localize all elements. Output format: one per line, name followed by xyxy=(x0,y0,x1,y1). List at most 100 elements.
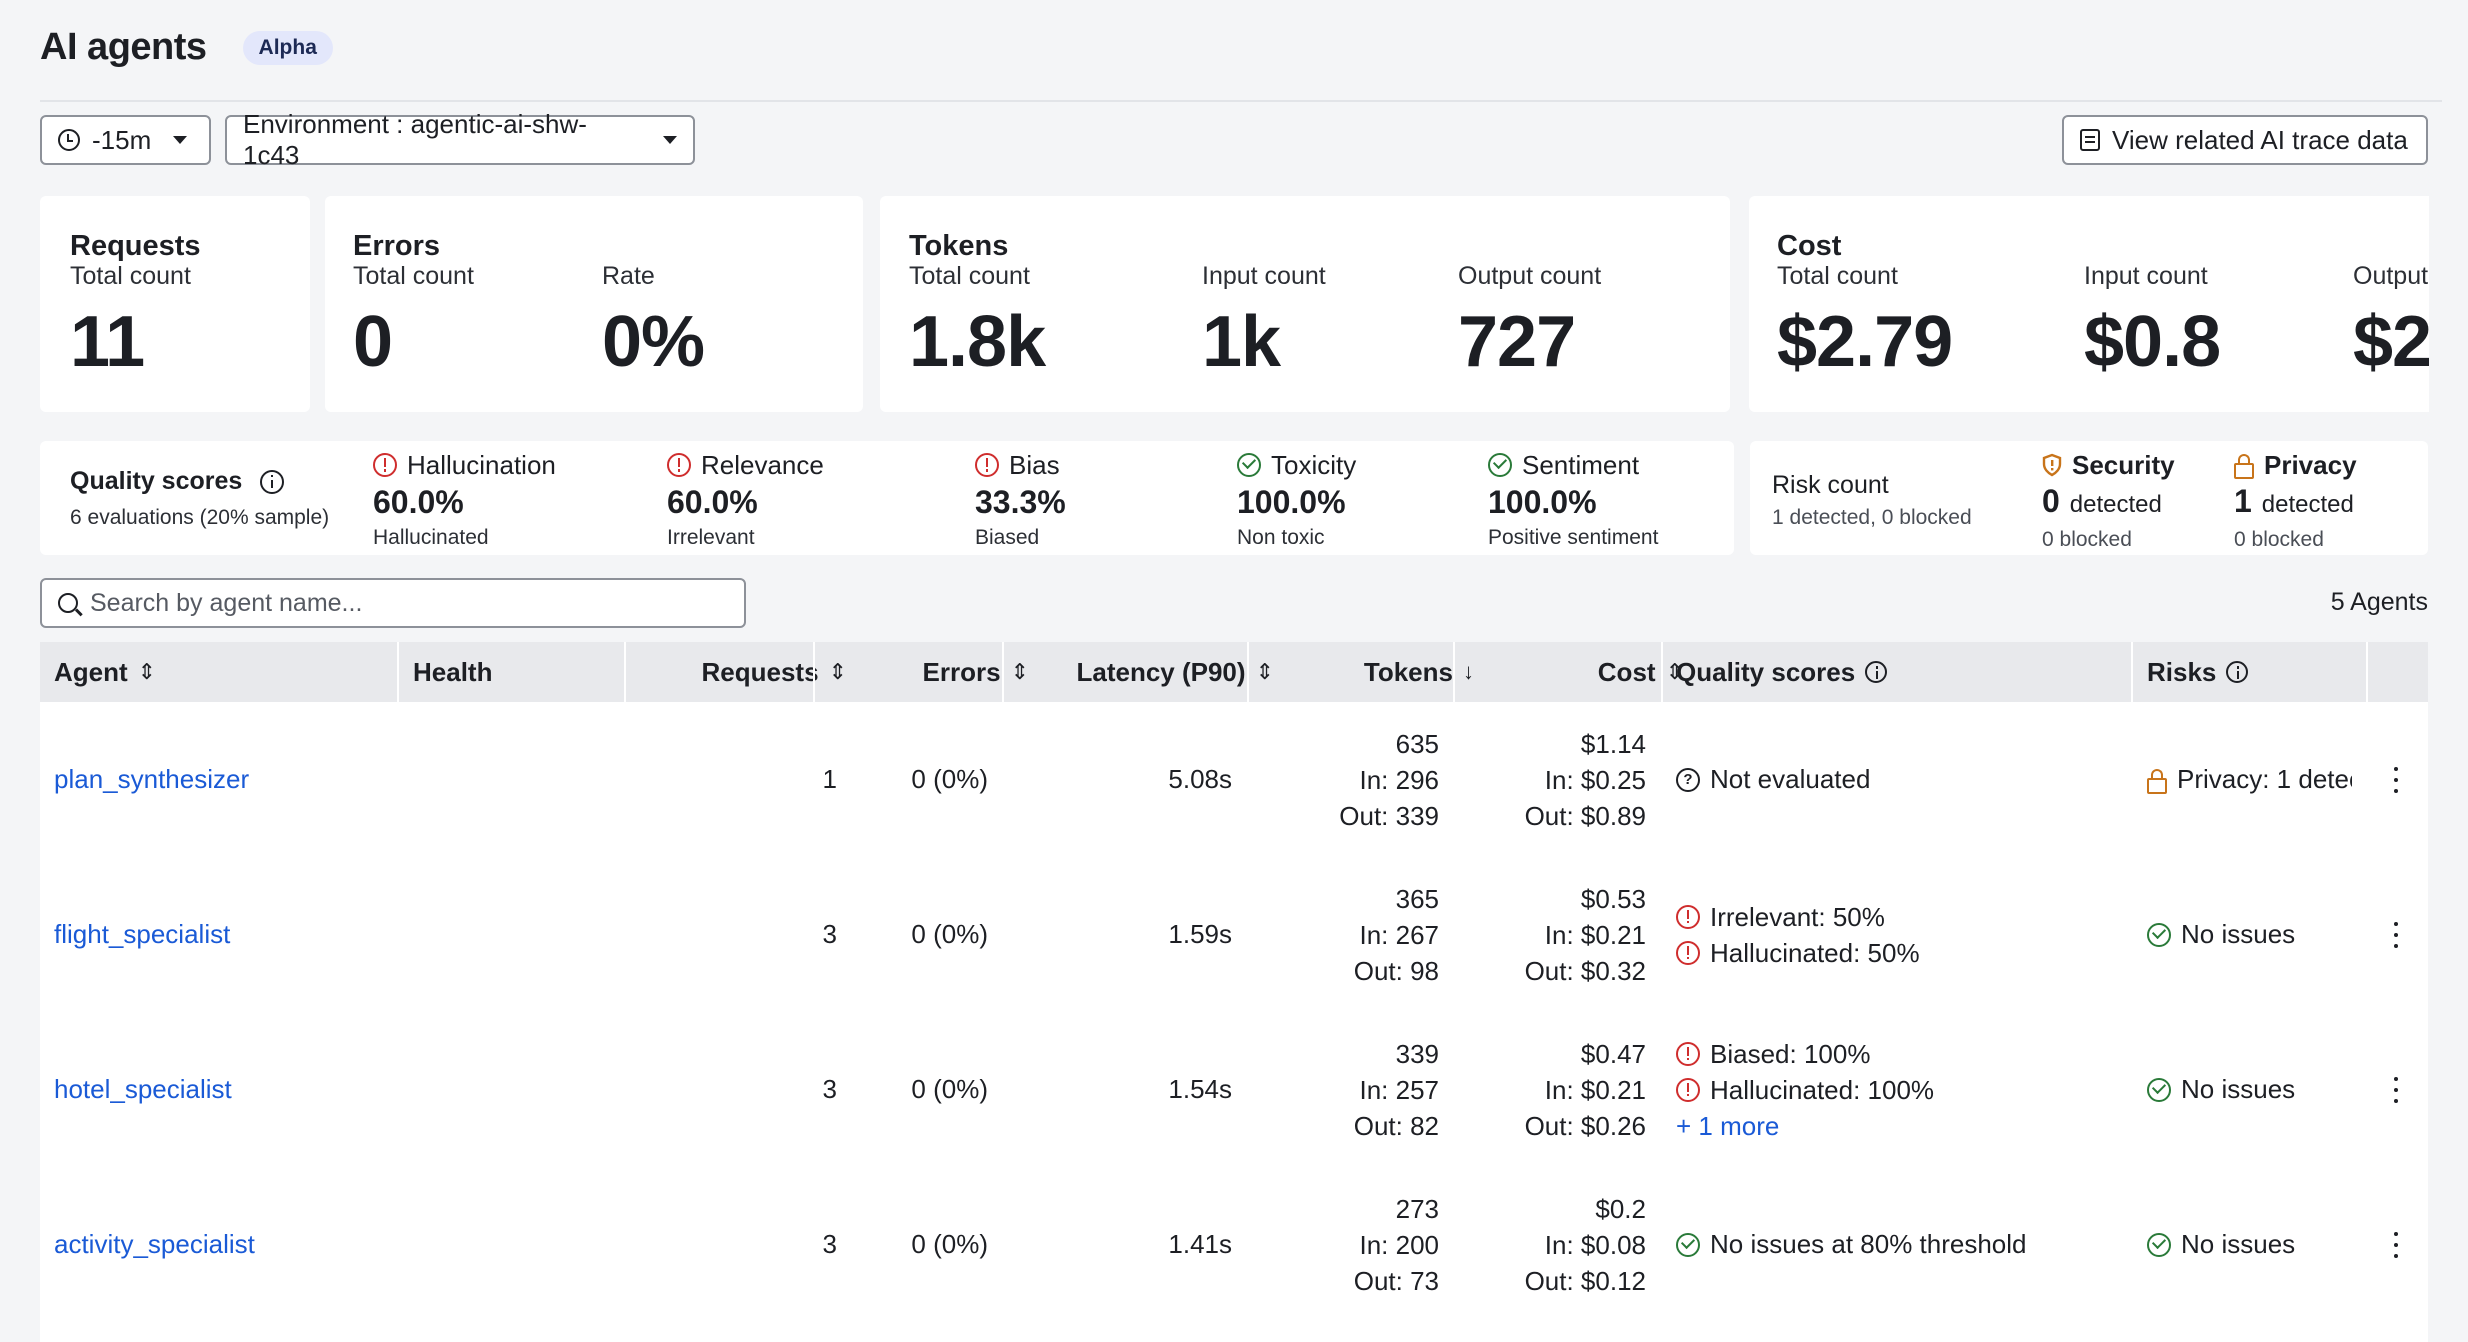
agent-name[interactable]: activity_specialist xyxy=(54,1229,255,1259)
cost-total: $0.47 xyxy=(1580,1038,1646,1069)
agent-name[interactable]: flight_specialist xyxy=(54,919,231,949)
column-cost[interactable]: Cost ⇕ xyxy=(1453,642,1684,702)
tokens-cell: 635 In: 296 Out: 339 xyxy=(1247,702,1439,857)
header-divider xyxy=(40,100,2442,102)
sort-icon: ⇕ xyxy=(828,659,847,684)
privacy-count-value: 1 xyxy=(2234,483,2252,519)
relevance-name: Relevance xyxy=(701,449,824,480)
table-body-background xyxy=(40,702,2428,1342)
tokens-output-value: 727 xyxy=(1458,302,1576,382)
errors-rate-value: 0% xyxy=(602,302,705,382)
column-tokens[interactable]: Tokens ↓ xyxy=(1247,642,1474,702)
agent-name[interactable]: hotel_specialist xyxy=(54,1074,232,1104)
sentiment-value: 100.0% xyxy=(1488,484,1597,520)
requests-card: Requests Total count 11 xyxy=(40,196,310,412)
more-vertical-icon xyxy=(2393,921,2399,948)
tokens-total-label: Total count xyxy=(909,262,1030,290)
warning-icon xyxy=(1676,1077,1700,1102)
security-name: Security xyxy=(2072,449,2175,480)
column-errors-label: Errors xyxy=(922,656,1001,687)
table-header: Agent ⇕ Health Requests ⇕ Errors ⇕ Laten… xyxy=(40,642,2428,702)
agent-link[interactable]: plan_synthesizer xyxy=(54,702,249,857)
quality-cell: Biased: 100% Hallucinated: 100% + 1 more xyxy=(1676,1012,1934,1167)
cost-input-label: Input count xyxy=(2084,262,2208,290)
agent-link[interactable]: activity_specialist xyxy=(54,1167,255,1322)
environment-dropdown[interactable]: Environment : agentic-ai-shw-1c43 xyxy=(225,109,695,170)
risk-count-card: Risk count 1 detected, 0 blocked Securit… xyxy=(1750,441,2428,555)
quality-cell: ? Not evaluated xyxy=(1676,702,1870,857)
sort-icon: ⇕ xyxy=(1255,659,1274,684)
page-header: AI agents Alpha xyxy=(40,26,333,69)
relevance-sub: Irrelevant xyxy=(667,526,755,549)
bias-header: Bias xyxy=(975,445,1060,485)
column-health-label: Health xyxy=(413,656,493,687)
view-trace-data-button[interactable]: View related AI trace data xyxy=(2062,115,2428,165)
privacy-header: Privacy xyxy=(2234,445,2357,485)
quality-status: Hallucinated: 50% xyxy=(1710,937,1920,968)
column-divider xyxy=(813,642,815,702)
agent-search-box[interactable] xyxy=(40,578,746,628)
quality-status: Hallucinated: 100% xyxy=(1710,1074,1935,1105)
relevance-value: 60.0% xyxy=(667,484,758,520)
column-requests[interactable]: Requests ⇕ xyxy=(624,642,847,702)
tokens-output: Out: 339 xyxy=(1339,800,1439,831)
agent-search-input[interactable] xyxy=(90,588,690,618)
tokens-output: Out: 98 xyxy=(1353,955,1439,986)
quality-scores-title: Quality scores xyxy=(70,467,285,496)
agent-link[interactable]: flight_specialist xyxy=(54,857,230,1012)
cost-input: In: $0.25 xyxy=(1544,764,1646,795)
column-latency[interactable]: Latency (P90) ⇕ xyxy=(1002,642,1274,702)
tokens-total: 273 xyxy=(1395,1193,1439,1224)
cost-total: $0.2 xyxy=(1595,1193,1646,1224)
info-icon[interactable] xyxy=(2226,661,2249,683)
column-requests-label: Requests xyxy=(701,656,819,687)
sort-icon: ⇕ xyxy=(137,659,157,684)
row-actions-button[interactable] xyxy=(2393,702,2399,857)
errors-cell: 0 (0%) xyxy=(911,919,988,949)
info-icon[interactable] xyxy=(1865,661,1888,683)
time-range-dropdown[interactable]: -15m xyxy=(40,115,211,165)
row-actions-button[interactable] xyxy=(2393,1012,2399,1167)
cost-input: In: $0.08 xyxy=(1544,1229,1646,1260)
column-errors[interactable]: Errors ⇕ xyxy=(813,642,1029,702)
show-more-link[interactable]: + 1 more xyxy=(1676,1110,1780,1141)
agent-link[interactable]: hotel_specialist xyxy=(54,1012,232,1167)
cost-total: $0.53 xyxy=(1580,883,1646,914)
row-actions-button[interactable] xyxy=(2393,857,2399,1012)
requests-cell: 1 xyxy=(822,764,837,794)
chevron-down-icon xyxy=(173,136,188,144)
risk-status: No issues xyxy=(2181,1074,2296,1104)
column-cost-label: Cost xyxy=(1597,656,1656,687)
column-tokens-label: Tokens xyxy=(1363,656,1453,687)
column-risks: Risks xyxy=(2147,642,2249,702)
errors-card: Errors Total count 0 Rate 0% xyxy=(325,196,863,412)
cost-input: In: $0.21 xyxy=(1544,919,1646,950)
toxicity-sub: Non toxic xyxy=(1237,526,1325,549)
security-detected-label: detected xyxy=(2069,491,2162,518)
tokens-input: In: 296 xyxy=(1359,764,1439,795)
column-latency-label: Latency (P90) xyxy=(1076,656,1246,687)
security-blocked: 0 blocked xyxy=(2042,528,2132,551)
errors-cell: 0 (0%) xyxy=(911,764,988,794)
column-divider xyxy=(1453,642,1455,702)
info-icon[interactable] xyxy=(260,469,285,494)
warning-icon xyxy=(1676,904,1700,929)
agent-name[interactable]: plan_synthesizer xyxy=(54,764,250,794)
sentiment-name: Sentiment xyxy=(1522,449,1640,480)
privacy-count: 1 detected xyxy=(2234,483,2354,520)
clock-icon xyxy=(58,129,80,151)
errors-total-label: Total count xyxy=(353,262,474,290)
hallucination-header: Hallucination xyxy=(373,445,556,485)
page-title: AI agents xyxy=(40,26,207,68)
cost-total-label: Total count xyxy=(1777,262,1898,290)
cost-cell: $0.53 In: $0.21 Out: $0.32 xyxy=(1453,857,1646,1012)
row-actions-button[interactable] xyxy=(2393,1167,2399,1322)
security-count-value: 0 xyxy=(2042,483,2060,519)
cost-total: $1.14 xyxy=(1580,728,1646,759)
search-icon xyxy=(58,593,78,613)
bias-name: Bias xyxy=(1009,449,1060,480)
column-agent[interactable]: Agent ⇕ xyxy=(54,642,156,702)
check-circle-icon xyxy=(1237,453,1261,477)
hallucination-name: Hallucination xyxy=(407,449,556,480)
column-divider xyxy=(1002,642,1004,702)
